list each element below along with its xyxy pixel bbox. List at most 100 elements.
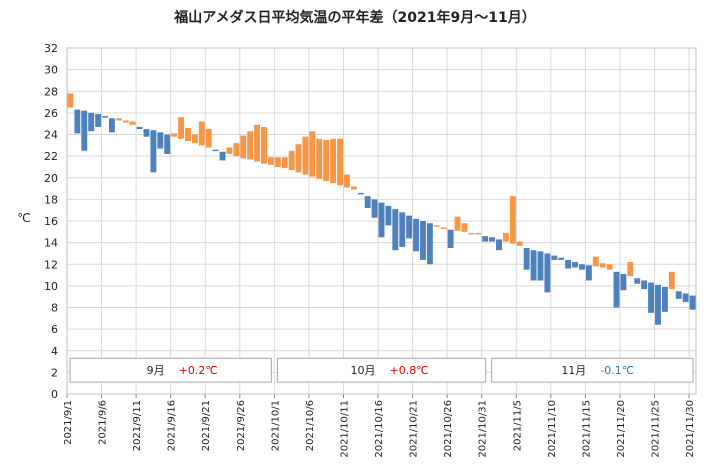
x-tick-label: 2021/9/11 [132, 400, 143, 451]
temperature-anomaly-bar [599, 263, 606, 268]
temperature-anomaly-bar [406, 215, 413, 239]
temperature-anomaly-bar [682, 293, 689, 303]
temperature-anomaly-bar [226, 147, 233, 154]
temperature-anomaly-bar [482, 236, 489, 242]
temperature-anomaly-bar [74, 109, 81, 134]
x-tick-label: 2021/11/30 [685, 400, 696, 458]
x-tick-label: 2021/11/25 [651, 400, 662, 458]
temperature-anomaly-bar [212, 149, 219, 152]
temperature-anomaly-bar [585, 265, 592, 281]
temperature-anomaly-bar [185, 128, 191, 141]
temperature-anomaly-bar [178, 117, 185, 139]
temperature-anomaly-bar [150, 130, 157, 173]
temperature-anomaly-bar [164, 134, 171, 154]
temperature-anomaly-bar [129, 121, 136, 125]
temperature-anomaly-bar [420, 221, 426, 260]
x-tick-label: 2021/9/1 [63, 400, 74, 445]
y-axis-label: ℃ [17, 211, 30, 225]
temperature-anomaly-bar [413, 218, 420, 252]
summary-box [491, 357, 694, 383]
temperature-anomaly-bar [219, 151, 226, 161]
x-tick-label: 2021/11/5 [512, 400, 523, 451]
y-tick-label: 14 [44, 237, 58, 250]
temperature-anomaly-bar [261, 126, 267, 164]
summary-month-label: 9月 [147, 364, 165, 377]
temperature-anomaly-bar [447, 229, 454, 249]
x-tick-label: 2021/10/6 [305, 400, 316, 451]
x-tick-label: 2021/10/1 [270, 400, 281, 451]
temperature-anomaly-bar [399, 212, 406, 247]
temperature-anomaly-bar [578, 264, 585, 270]
x-tick-label: 2021/10/31 [478, 400, 489, 458]
temperature-anomaly-bar [648, 282, 655, 313]
x-tick-label: 2021/10/11 [339, 400, 350, 458]
temperature-anomaly-bar [171, 133, 178, 137]
temperature-anomaly-bar [95, 113, 102, 127]
temperature-anomaly-bar [81, 110, 88, 151]
temperature-anomaly-bar [675, 291, 682, 299]
temperature-anomaly-bar [108, 118, 115, 133]
x-tick-label: 2021/9/6 [98, 400, 109, 445]
x-tick-label: 2021/9/26 [236, 400, 247, 451]
temperature-anomaly-bar [191, 134, 198, 144]
y-tick-label: 8 [51, 302, 58, 315]
y-tick-label: 10 [44, 280, 58, 293]
temperature-anomaly-bar [157, 132, 164, 149]
temperature-anomaly-bar [371, 199, 378, 218]
temperature-anomaly-bar [572, 262, 578, 268]
temperature-anomaly-bar [433, 225, 440, 227]
y-tick-label: 0 [51, 388, 58, 401]
temperature-anomaly-bar [247, 131, 254, 160]
temperature-anomaly-bar [620, 273, 627, 291]
temperature-anomaly-bar [454, 216, 461, 231]
temperature-anomaly-bar [468, 232, 475, 235]
y-tick-label: 18 [44, 193, 58, 206]
summary-boxes: 9月 +0.2℃ 10月 +0.8℃ 11月 -0.1℃ [69, 357, 694, 383]
summary-box [69, 357, 272, 383]
x-tick-label: 2021/10/26 [443, 400, 454, 458]
temperature-anomaly-bar [274, 157, 281, 167]
temperature-anomaly-bar [143, 129, 150, 137]
x-tick-label: 2021/10/16 [374, 400, 385, 458]
temperature-anomaly-bar [627, 262, 634, 277]
temperature-anomaly-bar [565, 259, 572, 269]
temperature-anomaly-bar [440, 227, 447, 229]
temperature-anomaly-bar [378, 202, 385, 238]
summary-anomaly-value: -0.1℃ [600, 364, 634, 377]
temperature-anomaly-bar [689, 295, 696, 310]
temperature-anomaly-bar [350, 186, 357, 190]
temperature-anomaly-bar [634, 278, 641, 284]
y-tick-label: 32 [44, 42, 58, 55]
temperature-anomaly-bar [267, 157, 274, 165]
y-tick-label: 26 [44, 107, 58, 120]
temperature-anomaly-bar [330, 138, 337, 184]
y-tick-label: 2 [51, 366, 58, 379]
temperature-anomaly-bar [316, 138, 323, 179]
temperature-anomaly-bar [489, 237, 496, 242]
temperature-anomaly-bar [102, 116, 108, 118]
temperature-anomaly-bar [558, 257, 565, 260]
temperature-anomaly-bar [530, 250, 537, 281]
y-tick-label: 16 [44, 215, 58, 228]
temperature-anomaly-bar [281, 157, 288, 169]
summary-month-label: 10月 [351, 364, 376, 377]
x-tick-label: 2021/11/15 [581, 400, 592, 458]
temperature-anomaly-bar [523, 248, 530, 270]
y-tick-label: 24 [44, 129, 58, 142]
temperature-anomaly-bar [502, 232, 509, 242]
plot-area [66, 47, 697, 395]
y-tick-label: 6 [51, 323, 58, 336]
temperature-anomaly-bar [337, 138, 343, 186]
temperature-anomaly-bar [240, 135, 247, 159]
temperature-anomaly-bar [516, 241, 523, 246]
temperature-anomaly-bar [254, 124, 261, 162]
temperature-anomaly-bar [537, 251, 544, 281]
temperature-anomaly-bar [323, 139, 330, 181]
temperature-anomaly-bar [544, 253, 551, 293]
x-tick-label: 2021/9/21 [201, 400, 212, 451]
summary-anomaly-value: +0.2℃ [179, 364, 218, 377]
y-tick-label: 20 [44, 172, 58, 185]
temperature-anomaly-bar [641, 280, 648, 290]
